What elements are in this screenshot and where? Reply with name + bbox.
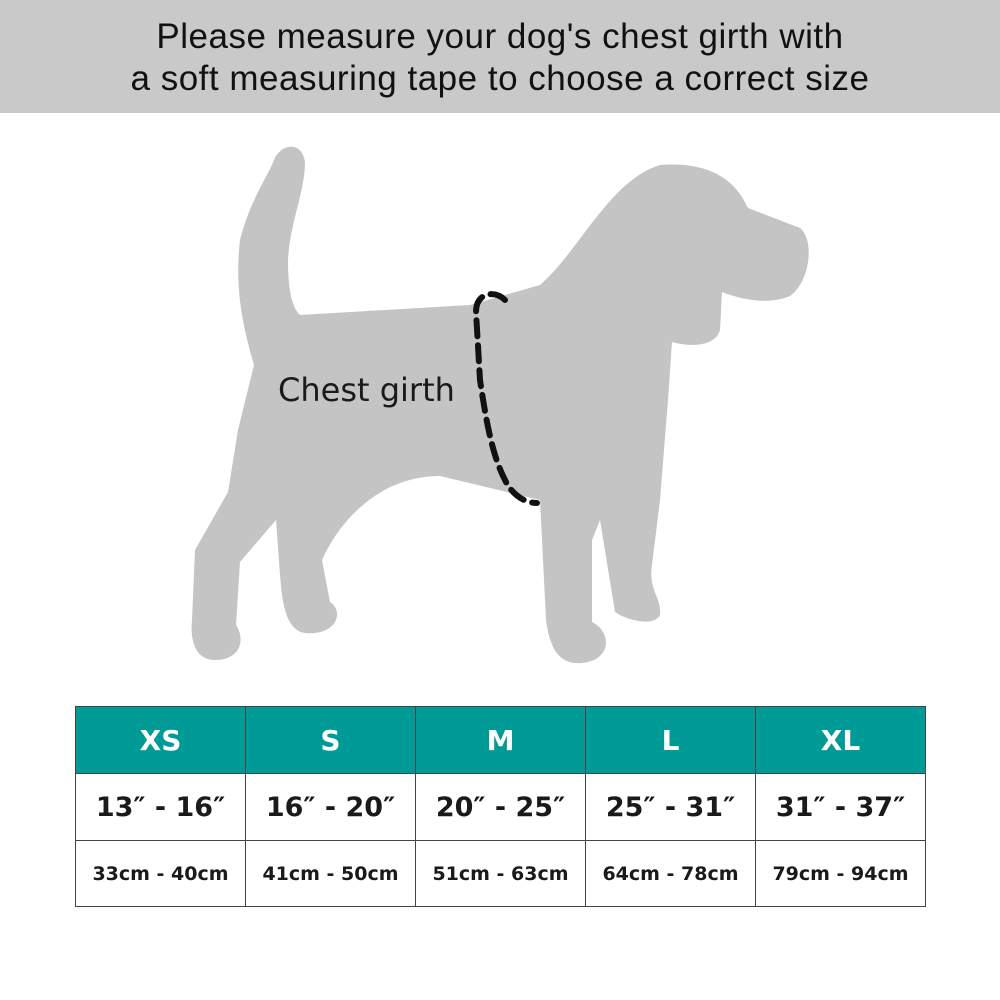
measuring-tape-dashed-line: [472, 291, 540, 506]
cm-cell: 64cm - 78cm: [585, 840, 756, 907]
instruction-line-1: Please measure your dog's chest girth wi…: [156, 17, 844, 56]
cm-cell: 51cm - 63cm: [415, 840, 586, 907]
chest-girth-label: Chest girth: [278, 371, 455, 409]
dog-body: [191, 146, 809, 664]
size-header: XL: [755, 706, 926, 774]
size-chart-table: XS S M L XL 13″ - 16″ 16″ - 20″ 20″ - 25…: [75, 706, 926, 907]
inches-cell: 31″ - 37″: [755, 773, 926, 841]
inches-row: 13″ - 16″ 16″ - 20″ 20″ - 25″ 25″ - 31″ …: [75, 773, 926, 841]
inches-cell: 13″ - 16″: [75, 773, 246, 841]
dog-silhouette: [191, 146, 809, 664]
inches-cell: 20″ - 25″: [415, 773, 586, 841]
inches-cell: 25″ - 31″: [585, 773, 756, 841]
cm-row: 33cm - 40cm 41cm - 50cm 51cm - 63cm 64cm…: [75, 840, 926, 907]
cm-cell: 41cm - 50cm: [245, 840, 416, 907]
size-header-row: XS S M L XL: [75, 706, 926, 774]
instruction-banner: Please measure your dog's chest girth wi…: [0, 0, 1000, 113]
instruction-line-2: a soft measuring tape to choose a correc…: [130, 59, 870, 98]
size-header: S: [245, 706, 416, 774]
cm-cell: 33cm - 40cm: [75, 840, 246, 907]
size-header: XS: [75, 706, 246, 774]
size-header: M: [415, 706, 586, 774]
cm-cell: 79cm - 94cm: [755, 840, 926, 907]
size-header: L: [585, 706, 756, 774]
inches-cell: 16″ - 20″: [245, 773, 416, 841]
